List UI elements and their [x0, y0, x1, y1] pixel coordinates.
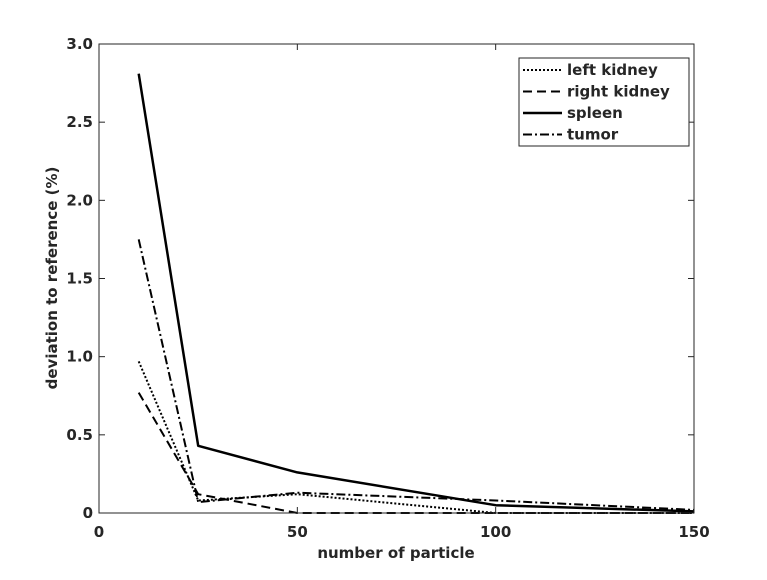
y-tick-label: 2.5	[66, 113, 93, 131]
x-tick-label: 0	[94, 523, 104, 541]
y-tick-label: 2.0	[66, 191, 93, 209]
y-axis-label: deviation to reference (%)	[43, 167, 61, 390]
x-tick-label: 50	[287, 523, 308, 541]
x-tick-label: 100	[480, 523, 511, 541]
legend-label: spleen	[567, 104, 623, 122]
legend-label: left kidney	[567, 61, 658, 79]
series-line-spleen	[137, 73, 695, 513]
y-tick-label: 3.0	[66, 35, 93, 53]
x-axis-label: number of particle	[317, 544, 474, 562]
legend: left kidney right kidney spleen tumor	[518, 57, 690, 147]
ticks-layer: 0 50 100 150 0 0.5 1.0 1.5 2.0 2.5 3.0	[66, 35, 709, 541]
series-line-left-kidney	[137, 361, 694, 514]
legend-label: tumor	[567, 126, 619, 144]
y-tick-label: 1.5	[66, 270, 93, 288]
x-tick-label: 150	[678, 523, 709, 541]
legend-box	[518, 57, 690, 147]
series-line-tumor	[137, 239, 695, 511]
y-tick-label: 0	[83, 504, 93, 522]
legend-label: right kidney	[567, 83, 670, 101]
y-tick-label: 1.0	[66, 348, 93, 366]
y-tick-label: 0.5	[66, 426, 93, 444]
